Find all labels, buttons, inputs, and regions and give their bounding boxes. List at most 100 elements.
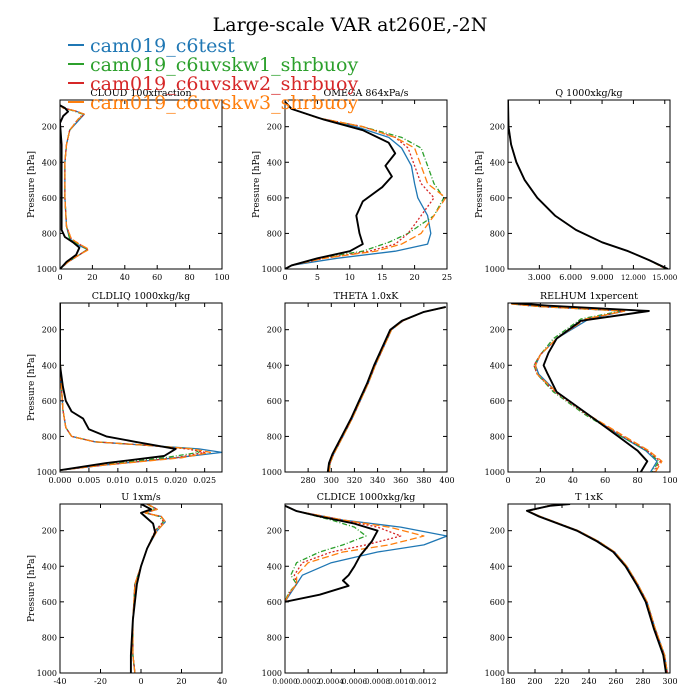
- series-line-cam019_c6uvskw2_shrbuoy: [60, 303, 206, 471]
- legend-item: cam019_c6uvskw3_shrbuoy: [68, 94, 358, 113]
- legend-label: cam019_c6uvskw1_shrbuoy: [90, 54, 359, 76]
- y-tick-label: 200: [42, 326, 57, 335]
- x-tick-label: 12.000: [621, 273, 647, 282]
- y-tick-label: 1000: [262, 669, 282, 678]
- y-tick-label: 400: [42, 158, 57, 167]
- x-tick-label: 15: [377, 273, 387, 282]
- series-line-cam019_c6uvskw3_shrbuoy: [60, 104, 90, 269]
- plot-frame: [507, 99, 671, 270]
- series-line-cam019_c6uvskw1_shrbuoy: [511, 303, 660, 472]
- x-tick-label: 3.000: [528, 273, 551, 282]
- x-tick-label: 0.025: [193, 476, 216, 485]
- series-line-cam019_c6uvskw1_shrbuoy: [527, 504, 668, 673]
- y-tick-label: 400: [42, 562, 57, 571]
- y-axis-label: Pressure [hPa]: [27, 555, 37, 622]
- panel-title: OMEGA 864xPa/s: [323, 88, 408, 99]
- x-tick-label: 0.000: [49, 476, 72, 485]
- series-line-cam019_c6uvskw2_shrbuoy: [60, 104, 89, 269]
- x-tick-label: 25: [442, 273, 452, 282]
- panel: -40 -20 0 20 40 200 400 600 800 1000 U 1xm/s Pressu…: [27, 492, 227, 686]
- x-tick-label: 300: [662, 677, 677, 686]
- y-tick-label: 400: [267, 361, 282, 370]
- plot-frame: [59, 99, 223, 270]
- x-tick-label: 80: [633, 476, 643, 485]
- y-tick-label: 800: [267, 229, 282, 238]
- y-tick-label: 200: [267, 527, 282, 536]
- plot-frame: [284, 99, 448, 270]
- x-tick-label: 0.0010: [388, 677, 414, 686]
- series-line-cam019_c6test: [511, 303, 658, 472]
- series-line-cam019_c6uvskw3_shrbuoy: [285, 505, 425, 603]
- x-tick-label: 6.000: [559, 273, 582, 282]
- x-tick-label: 0.020: [164, 476, 187, 485]
- series-line-cam019_c6uvskw3_shrbuoy: [60, 303, 212, 471]
- plot-frame: [284, 302, 448, 473]
- legend-swatch: [68, 63, 84, 65]
- panel: 0.000 0.005 0.010 0.015 0.020 0.025 200 400 600 8…: [27, 291, 223, 485]
- x-tick-label: 220: [554, 677, 569, 686]
- y-axis-label: Pressure [hPa]: [475, 151, 485, 218]
- y-tick-label: 1000: [37, 468, 57, 477]
- y-tick-label: 800: [42, 229, 57, 238]
- x-tick-label: 240: [581, 677, 596, 686]
- series-line-cam019_c6uvskw1_shrbuoy: [60, 104, 89, 269]
- x-tick-label: 20: [87, 273, 97, 282]
- panel: 0.00000.00020.00040.00060.00080.00100.00…: [262, 492, 448, 686]
- panel-title: CLOUD 100xfraction: [90, 88, 191, 99]
- y-tick-label: 600: [42, 598, 57, 607]
- legend-item: cam019_c6uvskw2_shrbuoy: [68, 75, 358, 94]
- series-group: [60, 104, 90, 269]
- x-tick-label: 100: [662, 476, 677, 485]
- y-tick-label: 200: [42, 527, 57, 536]
- y-tick-label: 1000: [485, 669, 505, 678]
- panel-title: THETA 1.0xK: [334, 291, 400, 302]
- x-tick-label: 20: [535, 476, 545, 485]
- panel: 3.000 6.000 9.000 12.000 15.000 200 400 600 800 1…: [475, 88, 678, 282]
- x-tick-label: 15.000: [652, 273, 678, 282]
- series-line-cam019_c6uvskw3_shrbuoy: [508, 100, 668, 269]
- x-tick-label: 100: [214, 273, 229, 282]
- series-line-cam019_c6test: [285, 101, 432, 269]
- legend-label: cam019_c6uvskw3_shrbuoy: [90, 92, 359, 114]
- x-tick-label: 10: [345, 273, 355, 282]
- x-tick-label: 0: [57, 273, 62, 282]
- series-line-cam019_c6uvskw2_shrbuoy: [328, 306, 445, 472]
- panel: 0 20 40 60 80 100 200 400 600 800 1000 CLOUD 100xfr…: [27, 88, 230, 282]
- reference-line: [285, 504, 379, 603]
- y-tick-label: 1000: [262, 468, 282, 477]
- y-tick-label: 800: [267, 432, 282, 441]
- panel-title: CLDICE 1000xkg/kg: [317, 492, 416, 503]
- x-tick-label: 260: [608, 677, 623, 686]
- reference-line: [60, 303, 177, 472]
- series-group: [129, 504, 166, 673]
- y-tick-label: 400: [267, 158, 282, 167]
- y-tick-label: 800: [490, 229, 505, 238]
- x-tick-label: 20: [176, 677, 186, 686]
- series-line-cam019_c6uvskw1_shrbuoy: [508, 100, 667, 269]
- x-tick-label: 0.0012: [411, 677, 436, 686]
- series-line-cam019_c6test: [508, 100, 668, 269]
- legend-swatch: [68, 82, 84, 84]
- x-tick-label: 40: [568, 476, 578, 485]
- legend-label: cam019_c6test: [90, 35, 235, 57]
- x-tick-label: 20: [410, 273, 420, 282]
- x-tick-label: 280: [635, 677, 650, 686]
- x-tick-label: 300: [324, 476, 339, 485]
- x-tick-label: 280: [301, 476, 316, 485]
- y-tick-label: 400: [490, 562, 505, 571]
- y-tick-label: 600: [42, 194, 57, 203]
- x-tick-label: 0: [138, 677, 143, 686]
- y-tick-label: 800: [490, 432, 505, 441]
- series-group: [511, 303, 663, 472]
- series-group: [60, 303, 222, 472]
- y-tick-label: 600: [490, 194, 505, 203]
- series-line-cam019_c6uvskw3_shrbuoy: [328, 306, 445, 472]
- panel: 180 200 220 240 260 280 300 200 400 600 800 1000 T 1…: [485, 492, 678, 686]
- x-tick-label: 0: [282, 273, 287, 282]
- y-tick-label: 800: [42, 633, 57, 642]
- panel-title: Q 1000xkg/kg: [555, 88, 622, 99]
- x-tick-label: 400: [439, 476, 454, 485]
- x-tick-label: 340: [370, 476, 385, 485]
- legend-item: cam019_c6uvskw1_shrbuoy: [68, 56, 358, 75]
